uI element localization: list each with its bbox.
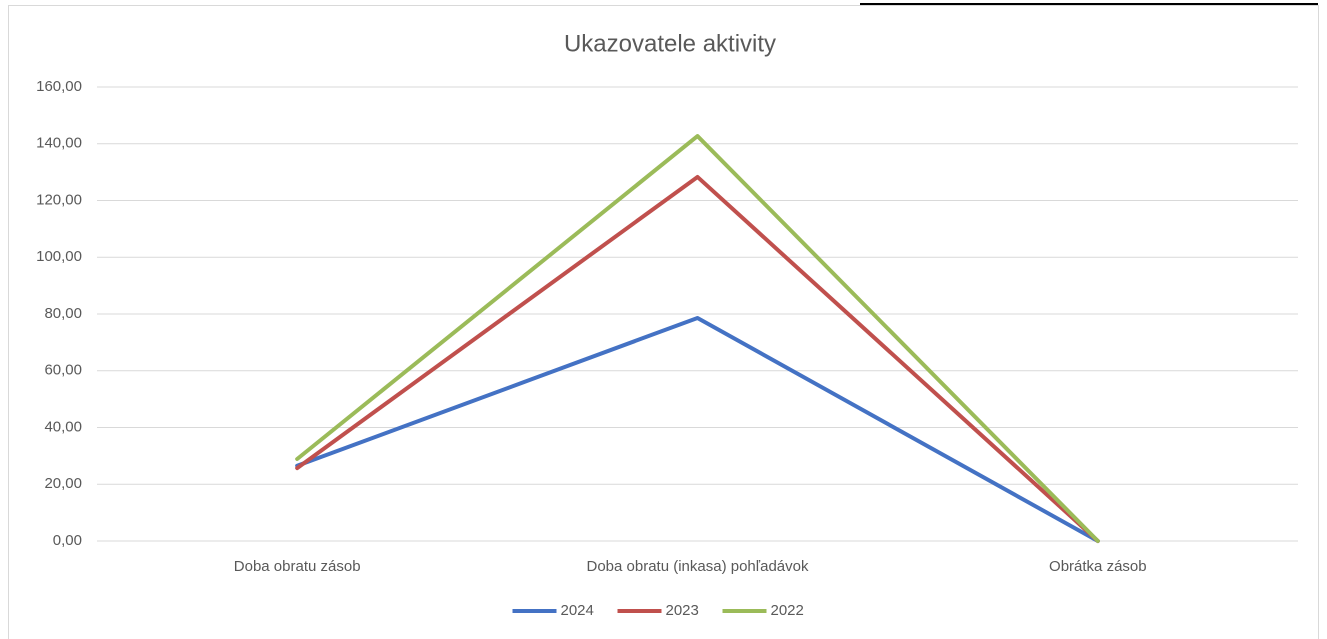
- y-tick-label: 120,00: [36, 191, 82, 208]
- series-line: [295, 134, 1100, 543]
- chart-title: Ukazovatele aktivity: [564, 30, 776, 57]
- legend-label: 2023: [666, 602, 699, 619]
- legend-label: 2022: [771, 602, 804, 619]
- y-tick-label: 20,00: [44, 475, 82, 492]
- y-tick-label: 80,00: [44, 305, 82, 322]
- y-tick-label: 0,00: [53, 532, 82, 549]
- x-tick-label: Doba obratu zásob: [234, 558, 361, 575]
- y-tick-label: 100,00: [36, 248, 82, 265]
- x-tick-label: Doba obratu (inkasa) pohľadávok: [586, 558, 809, 575]
- x-tick-label: Obrátka zásob: [1049, 558, 1147, 575]
- series-line: [295, 174, 1100, 543]
- legend-label: 2024: [561, 602, 594, 619]
- y-tick-label: 140,00: [36, 135, 82, 152]
- chart-frame: [8, 5, 1319, 639]
- y-tick-label: 160,00: [36, 78, 82, 95]
- y-tick-label: 40,00: [44, 418, 82, 435]
- series-line: [295, 315, 1100, 543]
- y-tick-label: 60,00: [44, 362, 82, 379]
